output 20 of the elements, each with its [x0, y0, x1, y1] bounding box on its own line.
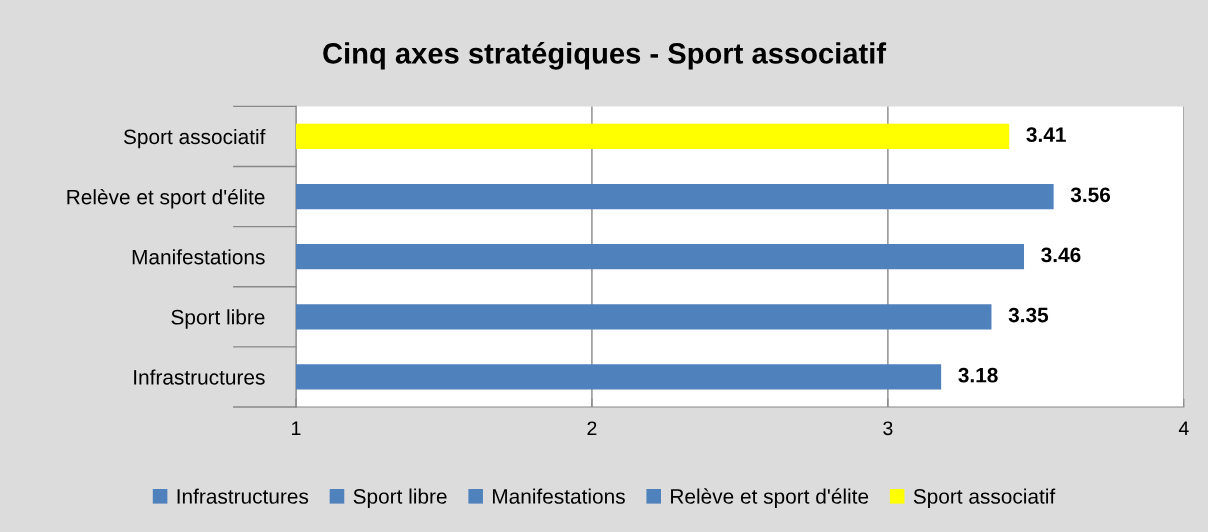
y-tick-label: Relève et sport d'élite [67, 188, 265, 209]
data-label: 3.18 [958, 367, 998, 383]
legend-label: Infrastructures [177, 488, 309, 504]
x-tick-label: 3 [883, 421, 893, 436]
y-tick-label: Sport associatif [123, 128, 266, 149]
data-label: 3.56 [1070, 187, 1111, 203]
legend-label: Manifestations [493, 488, 625, 504]
data-label: 3.46 [1041, 247, 1081, 263]
legend-label: Relève et sport d'élite [671, 488, 869, 508]
legend-label: Sport associatif [913, 488, 1056, 508]
x-tick-label: 4 [1178, 421, 1189, 435]
y-tick-label: Infrastructures [134, 369, 265, 385]
data-label: 3.41 [1026, 127, 1066, 143]
legend-label: Sport libre [353, 488, 447, 508]
x-tick-label: 2 [587, 421, 597, 435]
data-label: 3.35 [1008, 307, 1049, 323]
x-tick-label: 1 [292, 421, 301, 435]
y-tick-label: Sport libre [171, 309, 265, 329]
chart-title: Cinq axes stratégiques - Sport associatif [323, 42, 887, 70]
y-tick-label: Manifestations [132, 249, 265, 265]
